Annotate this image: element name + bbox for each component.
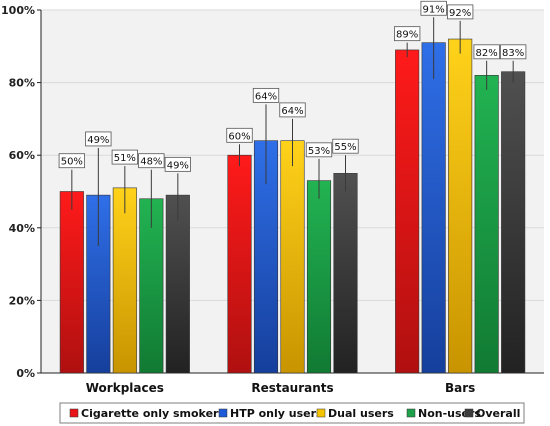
- bar-1-0: [227, 154, 252, 374]
- bar-2-4: [501, 71, 526, 374]
- bar-0-4: [165, 194, 190, 374]
- y-tick-label: 20%: [9, 294, 35, 307]
- category-label: Bars: [445, 381, 475, 395]
- data-label: 48%: [140, 157, 162, 168]
- data-label: 50%: [61, 157, 83, 168]
- bar-1-3: [306, 180, 332, 374]
- legend-entry: Overall: [476, 407, 520, 420]
- bar-2-1: [421, 42, 446, 374]
- legend-swatch: [406, 408, 416, 418]
- data-label-box: [226, 127, 253, 143]
- y-tick-label: 60%: [9, 149, 35, 162]
- data-label-box: [473, 44, 500, 60]
- bar-2-3: [474, 75, 499, 374]
- data-label: 53%: [308, 146, 330, 157]
- legend-swatch: [69, 408, 79, 418]
- legend-entry: Cigarette only smokers: [81, 407, 225, 420]
- data-label-box: [305, 142, 333, 158]
- bar-2-2: [448, 38, 473, 374]
- legend-swatch: [316, 408, 326, 418]
- data-label-box: [138, 153, 165, 169]
- bar-1-2: [280, 140, 305, 374]
- legend-entry: Dual users: [328, 407, 394, 420]
- legend-box: [59, 402, 525, 424]
- data-label: 83%: [502, 48, 524, 59]
- y-tick-label: 100%: [1, 4, 35, 17]
- y-tick-label: 40%: [9, 222, 35, 235]
- data-label: 64%: [281, 106, 303, 117]
- y-tick-label: 80%: [9, 77, 35, 90]
- data-label-box: [85, 131, 112, 147]
- data-label: 55%: [334, 142, 356, 153]
- legend-entry: HTP only users: [230, 407, 323, 420]
- data-label-box: [111, 149, 138, 165]
- data-label-box: [164, 156, 191, 172]
- legend-swatch: [218, 408, 228, 418]
- data-label-box: [447, 4, 474, 20]
- data-label: 51%: [114, 153, 136, 164]
- data-label-box: [332, 138, 359, 154]
- data-label: 89%: [396, 30, 418, 41]
- data-label-box: [420, 0, 447, 16]
- data-label-box: [500, 44, 527, 60]
- category-label: Workplaces: [86, 381, 164, 395]
- y-tick-label: 0%: [16, 367, 35, 380]
- data-label: 49%: [167, 160, 189, 171]
- bar-0-2: [112, 187, 137, 374]
- category-label: Restaurants: [251, 381, 333, 395]
- bar-2-0: [395, 49, 420, 374]
- data-label: 92%: [449, 8, 471, 19]
- data-label-box: [58, 153, 85, 169]
- legend-swatch: [464, 408, 474, 418]
- bar-0-0: [59, 191, 84, 374]
- data-label-box: [252, 87, 280, 103]
- data-label: 91%: [423, 4, 445, 15]
- data-label: 49%: [87, 135, 109, 146]
- data-label: 60%: [228, 131, 250, 142]
- data-label-box: [279, 102, 306, 118]
- data-label: 82%: [476, 48, 498, 59]
- bar-1-4: [333, 173, 358, 374]
- data-label: 64%: [255, 91, 277, 102]
- data-label-box: [394, 26, 421, 42]
